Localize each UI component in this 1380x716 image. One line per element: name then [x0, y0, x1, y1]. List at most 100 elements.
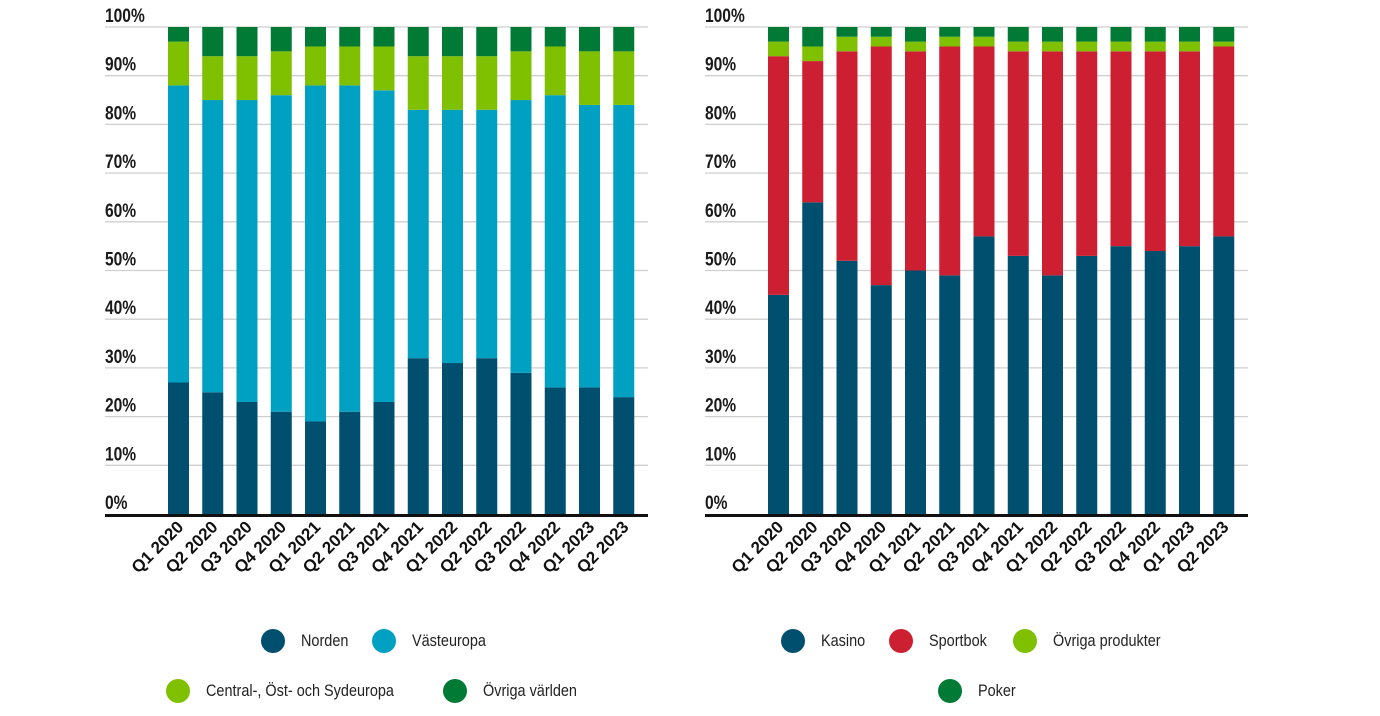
right-bar-sportbok-7 [1007, 51, 1029, 256]
right-y-tick-label: 20% [705, 394, 736, 416]
right-bar-poker-5 [939, 27, 961, 37]
left-bar-norden-11 [544, 387, 566, 514]
left-bar-övriga-världen-10 [510, 27, 532, 52]
right-bar-kasino-6 [973, 236, 995, 514]
right-bar-övriga-produkter-13 [1213, 41, 1235, 47]
legend-dot-ovriga-varlden [443, 679, 468, 703]
right-y-tick-label: 90% [705, 53, 736, 75]
left-bar-central-öst-och-sydeuropa-2 [236, 56, 258, 101]
left-bar-norden-12 [579, 387, 600, 514]
left-bar-central-öst-och-sydeuropa-7 [407, 56, 429, 110]
left-bar-central-öst-och-sydeuropa-5 [339, 46, 361, 86]
left-bar-central-öst-och-sydeuropa-3 [270, 51, 292, 96]
left-bar-västeuropa-13 [613, 104, 635, 398]
right-bar-övriga-produkter-4 [905, 41, 926, 52]
legend-dot-kasino [780, 629, 805, 653]
left-bar-västeuropa-1 [202, 100, 224, 393]
right-bar-poker-8 [1042, 27, 1063, 42]
right-bar-kasino-4 [905, 270, 926, 514]
legend-dot-vasteuropa [372, 629, 397, 653]
right-y-tick-label: 10% [705, 443, 736, 465]
right-bar-kasino-8 [1042, 275, 1063, 514]
right-y-tick-label: 70% [705, 151, 736, 173]
right-bar-poker-9 [1076, 27, 1098, 42]
left-bar-övriga-världen-12 [579, 27, 600, 52]
left-bar-norden-2 [236, 401, 258, 514]
left-bar-norden-4 [305, 421, 326, 514]
right-bar-sportbok-4 [905, 51, 926, 271]
left-y-tick-label: 30% [105, 345, 136, 367]
left-bar-övriga-världen-11 [544, 27, 566, 47]
right-bar-sportbok-8 [1042, 51, 1063, 276]
left-bar-norden-6 [373, 401, 395, 514]
left-y-tick-label: 20% [105, 394, 136, 416]
left-y-tick-label: 40% [105, 297, 136, 319]
right-bar-övriga-produkter-8 [1042, 41, 1063, 52]
left-bar-västeuropa-4 [305, 85, 326, 422]
right-bar-poker-12 [1179, 27, 1200, 42]
left-bar-västeuropa-3 [270, 95, 292, 412]
left-bar-västeuropa-12 [579, 104, 600, 388]
legend-right: Kasino Sportbok Övriga produkter Poker [730, 616, 1230, 716]
left-bar-västeuropa-10 [510, 100, 532, 373]
legend-item-sportbok: Sportbok [888, 616, 997, 666]
left-bar-norden-10 [510, 372, 532, 514]
left-bar-central-öst-och-sydeuropa-0 [168, 41, 189, 86]
right-bar-sportbok-10 [1110, 51, 1132, 247]
right-bar-övriga-produkter-2 [836, 36, 858, 52]
legend-label: Övriga produkter [1052, 631, 1161, 650]
left-bar-övriga-världen-3 [270, 27, 292, 52]
right-bar-sportbok-2 [836, 51, 858, 261]
left-bar-norden-8 [442, 363, 463, 514]
left-bar-central-öst-och-sydeuropa-11 [544, 46, 566, 96]
right-bar-poker-4 [905, 27, 926, 42]
legend-label: Central-, Öst- och Sydeuropa [206, 681, 395, 700]
left-bar-norden-0 [168, 382, 189, 514]
legend-item-central-ost-sydeuropa: Central-, Öst- och Sydeuropa [166, 666, 427, 716]
right-bar-övriga-produkter-1 [802, 46, 824, 62]
left-bar-övriga-världen-7 [407, 27, 429, 57]
right-bar-poker-3 [870, 27, 892, 37]
left-bar-övriga-världen-1 [202, 27, 224, 57]
legend-label: Västeuropa [412, 631, 487, 650]
left-y-tick-label: 70% [105, 151, 136, 173]
left-bar-central-öst-och-sydeuropa-6 [373, 46, 395, 91]
right-bar-sportbok-9 [1076, 51, 1098, 256]
right-bar-kasino-1 [802, 202, 824, 514]
right-bar-övriga-produkter-0 [768, 41, 789, 57]
left-bar-central-öst-och-sydeuropa-12 [579, 51, 600, 105]
right-bar-sportbok-11 [1144, 51, 1166, 252]
left-bar-central-öst-och-sydeuropa-9 [476, 56, 498, 110]
left-bar-övriga-världen-6 [373, 27, 395, 47]
chart-product-distribution: 0% 10% 20% 30% 40% 50% 60% 70% 80% 90% 100% Q1 2020… [700, 0, 1300, 600]
right-bar-sportbok-13 [1213, 46, 1235, 237]
legend-label: Sportbok [928, 631, 987, 650]
right-bar-kasino-9 [1076, 255, 1098, 514]
right-bar-poker-6 [973, 27, 995, 37]
chart-right-svg: 0%10%20%30%40%50%60%70%80%90%100%Q1 2020… [705, 5, 1248, 577]
legend-label: Kasino [820, 631, 865, 650]
left-bar-övriga-världen-13 [613, 27, 635, 52]
left-y-tick-label: 80% [105, 102, 136, 124]
right-y-tick-label: 0% [705, 492, 728, 514]
right-y-tick-label: 40% [705, 297, 736, 319]
right-y-tick-label: 80% [705, 102, 736, 124]
right-bar-övriga-produkter-3 [870, 36, 892, 47]
right-y-tick-label: 60% [705, 199, 736, 221]
right-bar-kasino-0 [768, 294, 789, 514]
left-bar-västeuropa-2 [236, 100, 258, 402]
left-bar-västeuropa-7 [407, 109, 429, 359]
left-bar-västeuropa-5 [339, 85, 361, 412]
legend-dot-sportbok [888, 629, 913, 653]
left-bar-övriga-världen-2 [236, 27, 258, 57]
left-bar-övriga-världen-4 [305, 27, 326, 47]
left-y-tick-label: 50% [105, 248, 136, 270]
legend-dot-ovriga-produkter [1012, 629, 1037, 653]
left-bar-central-öst-och-sydeuropa-10 [510, 51, 532, 101]
right-bar-övriga-produkter-11 [1144, 41, 1166, 52]
left-bar-central-öst-och-sydeuropa-8 [442, 56, 463, 110]
right-bar-sportbok-6 [973, 46, 995, 237]
right-bar-övriga-produkter-5 [939, 36, 961, 47]
right-bar-poker-0 [768, 27, 789, 42]
right-bar-sportbok-12 [1179, 51, 1200, 247]
